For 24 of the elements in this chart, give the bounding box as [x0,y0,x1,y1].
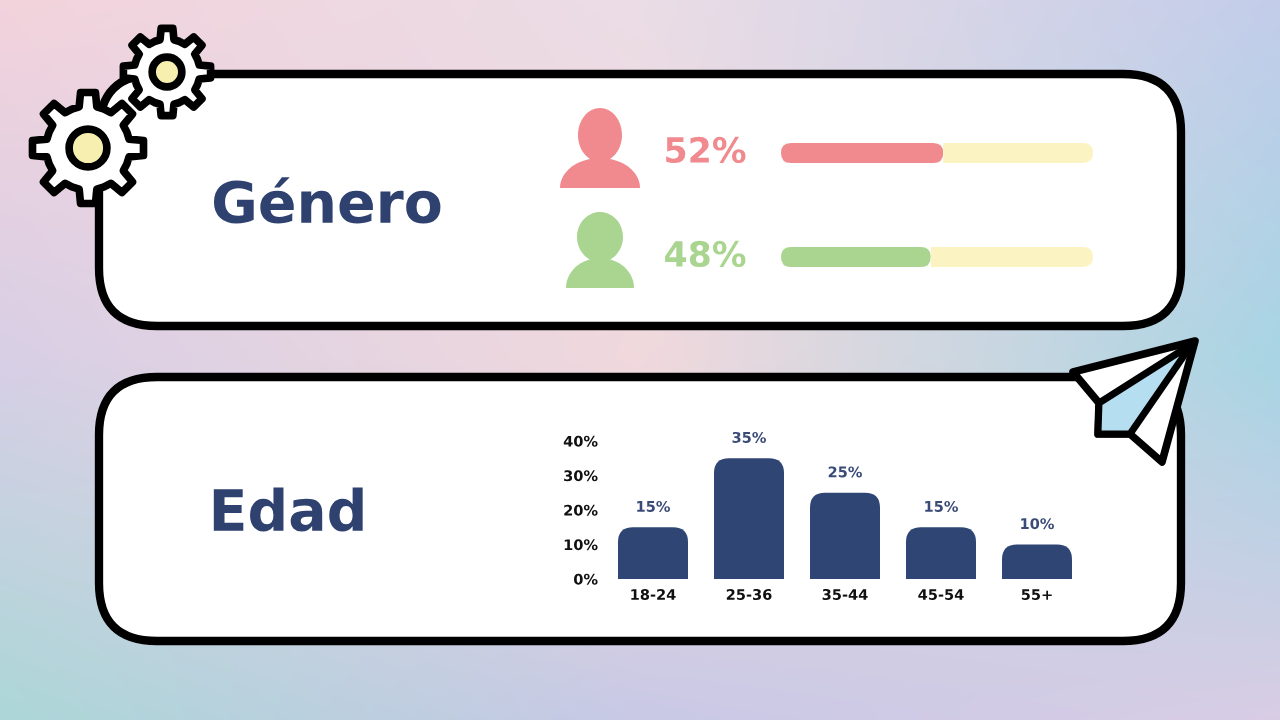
x-tick-label: 18-24 [631,588,676,601]
data-label: 35% [732,431,766,443]
y-tick-label: 0% [573,573,598,585]
x-tick-label: 55+ [1021,589,1052,601]
bar [714,458,784,579]
y-tick-label: 20% [564,504,598,516]
data-label: 48% [665,240,746,268]
bar [906,527,976,579]
bar [618,527,688,579]
bar [1002,544,1072,579]
x-tick-label: 35-44 [822,588,868,601]
y-tick-label: 40% [563,435,598,447]
x-tick-label: 45-54 [918,589,964,601]
data-label: 52% [666,136,746,164]
data-label: 15% [637,500,670,512]
data-label: 25% [828,466,862,478]
x-tick-label: 25-36 [726,588,772,601]
text: Edad [213,487,363,532]
text: Género [213,177,441,224]
bar [810,492,880,579]
data-label: 15% [925,500,958,512]
y-tick-label: 30% [564,470,598,482]
data-label: 10% [1021,518,1054,530]
y-tick-label: 10% [564,539,598,551]
